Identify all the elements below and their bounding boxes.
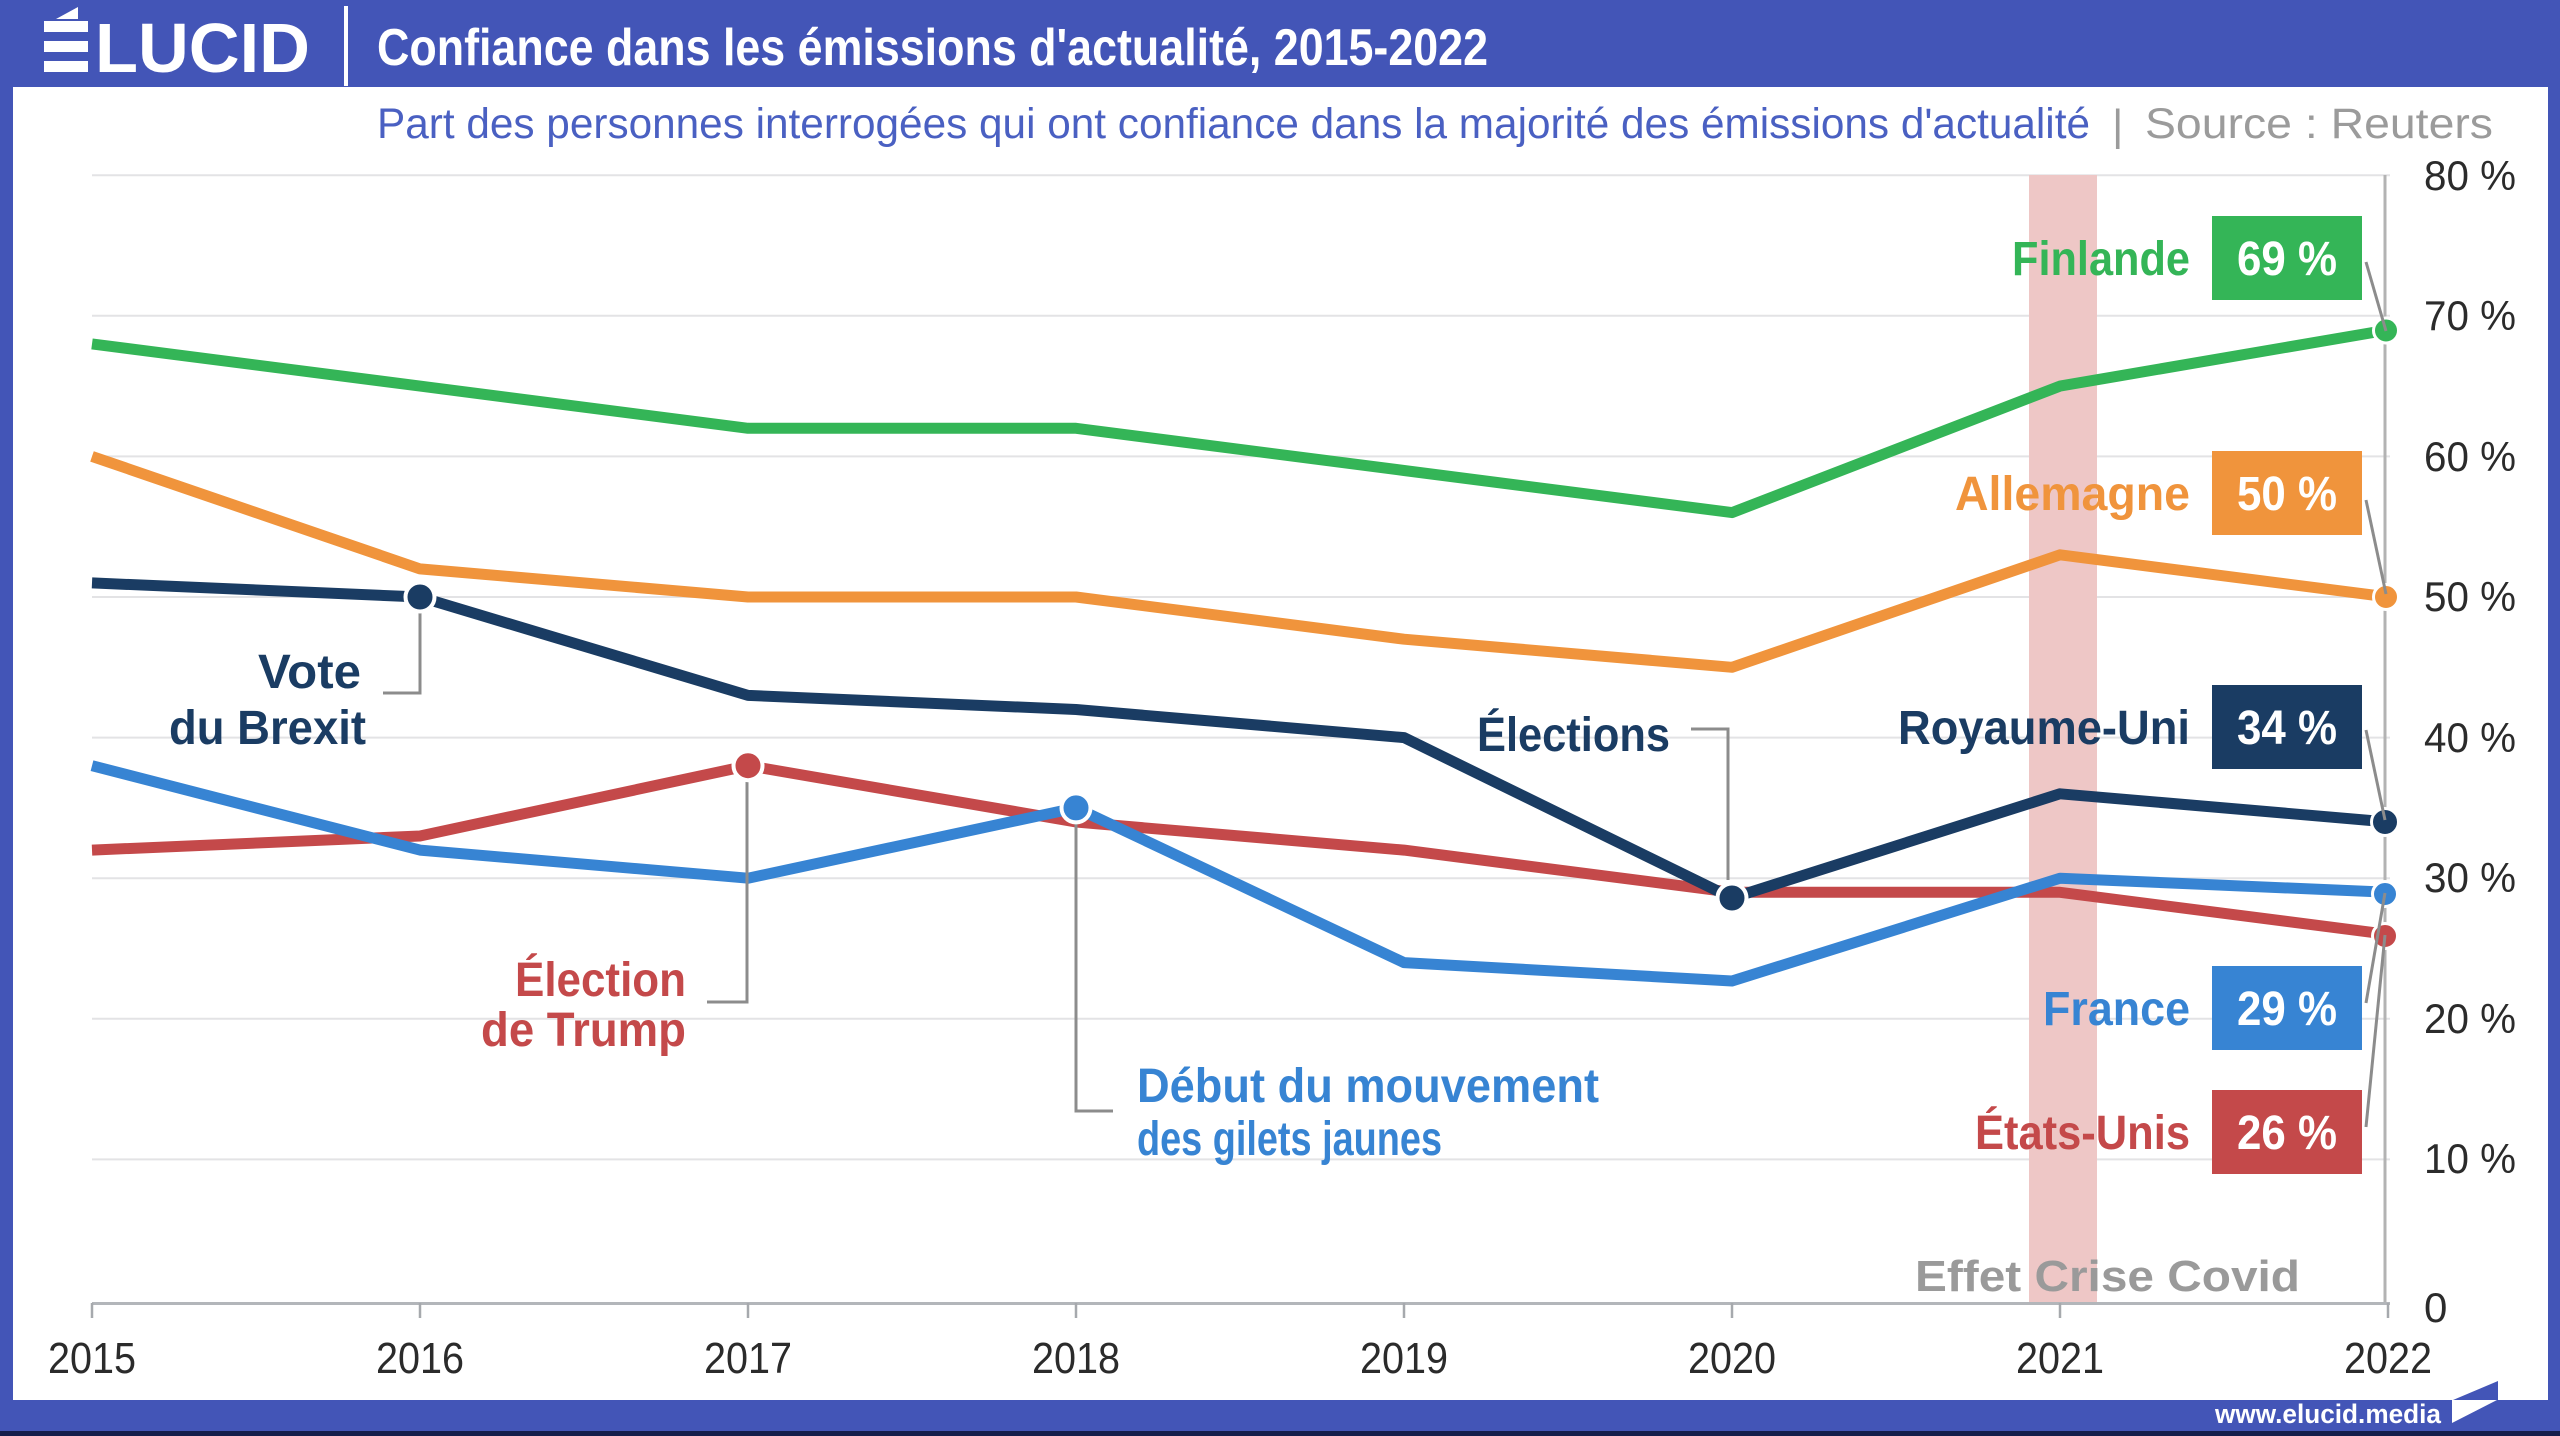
- svg-text:Vote: Vote: [258, 646, 361, 699]
- svg-text:Élection: Élection: [515, 953, 686, 1007]
- svg-text:2015: 2015: [48, 1334, 136, 1383]
- svg-text:40 %: 40 %: [2424, 714, 2516, 761]
- svg-text:0: 0: [2424, 1284, 2447, 1331]
- svg-text:Finlande: Finlande: [2012, 233, 2190, 286]
- svg-text:2019: 2019: [1360, 1334, 1448, 1383]
- svg-text:Part des personnes interrogées: Part des personnes interrogées qui ont c…: [377, 100, 2090, 148]
- svg-text:Allemagne: Allemagne: [1955, 468, 2190, 521]
- svg-text:du Brexit: du Brexit: [169, 702, 366, 755]
- svg-text:France: France: [2043, 983, 2190, 1036]
- svg-text:Début du mouvement: Début du mouvement: [1137, 1060, 1599, 1113]
- svg-text:2022: 2022: [2344, 1334, 2432, 1383]
- svg-text:Effet Crise Covid: Effet Crise Covid: [1915, 1252, 2300, 1301]
- svg-text:50 %: 50 %: [2237, 468, 2337, 521]
- svg-text:LUCID: LUCID: [95, 9, 310, 87]
- svg-text:Royaume-Uni: Royaume-Uni: [1898, 702, 2190, 755]
- svg-text:des gilets jaunes: des gilets jaunes: [1137, 1113, 1442, 1166]
- svg-text:Source : Reuters: Source : Reuters: [2145, 100, 2493, 148]
- svg-text:2016: 2016: [376, 1334, 464, 1383]
- svg-text:2018: 2018: [1032, 1334, 1120, 1383]
- svg-text:80 %: 80 %: [2424, 152, 2516, 199]
- svg-text:2021: 2021: [2016, 1334, 2104, 1383]
- svg-text:50 %: 50 %: [2424, 573, 2516, 620]
- svg-text:Élections: Élections: [1477, 708, 1670, 762]
- svg-text:70 %: 70 %: [2424, 292, 2516, 339]
- svg-text:29 %: 29 %: [2237, 983, 2337, 1036]
- svg-text:10 %: 10 %: [2424, 1135, 2516, 1182]
- svg-text:|: |: [2112, 101, 2123, 150]
- svg-text:de Trump: de Trump: [481, 1004, 686, 1057]
- svg-text:20 %: 20 %: [2424, 995, 2516, 1042]
- svg-text:34 %: 34 %: [2237, 702, 2337, 755]
- svg-text:Confiance dans les émissions d: Confiance dans les émissions d'actualité…: [377, 19, 1488, 77]
- svg-text:26 %: 26 %: [2237, 1107, 2337, 1160]
- svg-text:2017: 2017: [704, 1334, 792, 1383]
- svg-text:30 %: 30 %: [2424, 854, 2516, 901]
- svg-text:États-Unis: États-Unis: [1975, 1106, 2190, 1160]
- svg-text:www.elucid.media: www.elucid.media: [2214, 1399, 2442, 1429]
- svg-text:60 %: 60 %: [2424, 433, 2516, 480]
- svg-text:69 %: 69 %: [2237, 233, 2337, 286]
- svg-text:2020: 2020: [1688, 1334, 1776, 1383]
